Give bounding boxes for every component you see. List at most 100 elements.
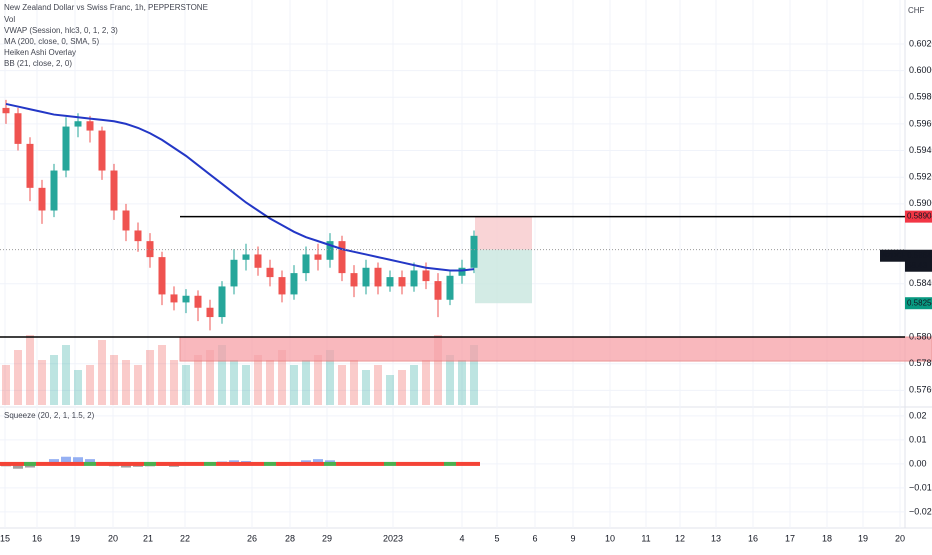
candle-body [3,108,10,113]
chart-title: New Zealand Dollar vs Swiss Franc, 1h, P… [4,3,208,12]
indicator: MA (200, close, 0, SMA, 5) [4,37,99,46]
candle-body [351,273,358,286]
squeeze-dot [24,462,36,466]
volume-bar [350,360,358,405]
x-tick-label: 11 [641,533,650,543]
volume-bar [446,355,454,405]
y-tick-label: −0.01 [909,482,932,492]
y-tick-label: 0.58400 [909,278,932,288]
indicator: Vol [4,15,15,24]
volume-bar [302,360,310,405]
y-tick-label: 0.59800 [909,92,932,102]
volume-bar [170,360,178,405]
x-tick-label: 29 [322,533,332,543]
squeeze-dot [312,462,324,466]
indicator: VWAP (Session, hlc3, 0, 1, 2, 3) [4,26,118,35]
y-tick-label: 0.01 [909,434,927,444]
candle-body [123,210,130,230]
squeeze-dot [132,462,144,466]
y-tick-label: 0.59400 [909,145,932,155]
y-tick-label: 0.59200 [909,172,932,182]
y-tick-label: 0.57800 [909,358,932,368]
volume-bar [182,365,190,405]
x-tick-label: 2023 [383,533,403,543]
x-tick-label: 4 [459,533,464,543]
x-tick-label: 18 [822,533,832,543]
support-zone [180,337,932,361]
squeeze-dot [0,462,12,466]
volume-bar [398,370,406,405]
stop-zone [475,250,532,304]
volume-bar [62,345,70,405]
candle-body [219,286,226,317]
x-tick-label: 22 [180,533,190,543]
squeeze-dot [408,462,420,466]
x-tick-label: 16 [32,533,42,543]
candle-body [315,254,322,259]
indicator: Squeeze (20, 2, 1, 1.5, 2) [4,411,95,420]
x-tick-label: 5 [494,533,499,543]
candle-body [51,171,58,211]
candle-body [243,254,250,259]
volume-bar [194,355,202,405]
y-tick-label: 0.59600 [909,118,932,128]
squeeze-dot [348,462,360,466]
y-tick-label: 0.60000 [909,65,932,75]
squeeze-dot [216,462,228,466]
candle-body [375,268,382,287]
x-tick-label: 17 [785,533,795,543]
candle-body [15,113,22,144]
squeeze-dot [144,462,156,466]
squeeze-dot [192,462,204,466]
squeeze-dot [300,462,312,466]
volume-bar [314,355,322,405]
squeeze-dot [444,462,456,466]
target-zone [475,217,532,250]
last-price-label: 0.58648 [907,251,932,260]
squeeze-dot [180,462,192,466]
volume-bar [374,365,382,405]
candle-body [27,144,34,188]
squeeze-dot [264,462,276,466]
x-tick-label: 9 [570,533,575,543]
candle-body [411,270,418,286]
x-tick-label: 10 [605,533,615,543]
candle-body [471,236,478,268]
y-tick-label: 0.60200 [909,38,932,48]
x-tick-label: 19 [70,533,80,543]
candle-body [87,121,94,130]
volume-bar [38,360,46,405]
squeeze-dot [84,462,96,466]
volume-bar [14,350,22,405]
indicator: BB (21, close, 2, 0) [4,59,72,68]
squeeze-dot [276,462,288,466]
y-tick-label: 0.59000 [909,198,932,208]
squeeze-dot [336,462,348,466]
candle-body [183,296,190,303]
candle-body [387,277,394,286]
squeeze-dot [72,462,84,466]
squeeze-dot [360,462,372,466]
squeeze-dot [432,462,444,466]
volume-bar [158,345,166,405]
candle-body [231,260,238,287]
currency: CHF [908,6,925,15]
volume-bar [110,355,118,405]
squeeze-dot [228,462,240,466]
volume-bar [50,355,58,405]
price-tag-label: 0.58254 [907,298,932,307]
volume-bar [122,360,130,405]
candle-body [363,268,370,287]
candle-body [147,241,154,257]
y-tick-label: 0.00 [909,458,927,468]
squeeze-dot [288,462,300,466]
squeeze-dot [396,462,408,466]
x-tick-label: 20 [108,533,118,543]
squeeze-dot [48,462,60,466]
volume-bar [410,365,418,405]
squeeze-dot [240,462,252,466]
squeeze-dot [468,462,480,466]
y-tick-label: 0.58000 [909,331,932,341]
candle-body [399,277,406,286]
